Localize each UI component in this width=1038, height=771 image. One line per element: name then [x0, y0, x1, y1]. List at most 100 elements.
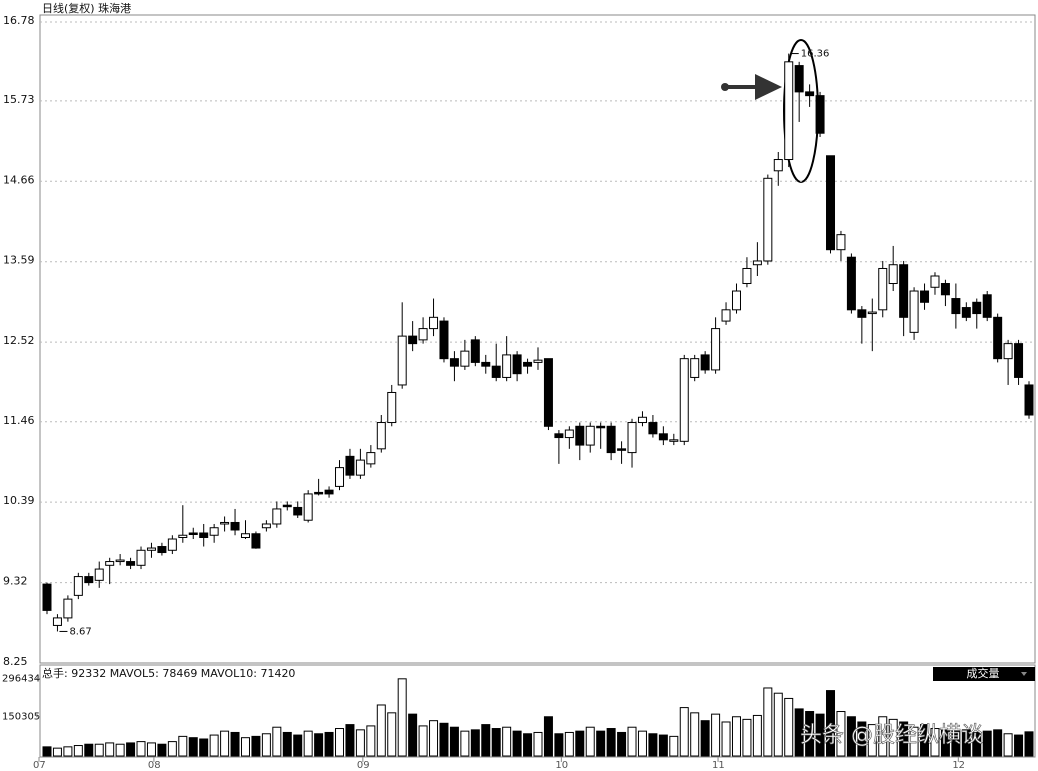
- x-tick-label: 07: [33, 760, 46, 771]
- volume-bar: [167, 741, 177, 757]
- candle-body: [940, 283, 950, 296]
- volume-bar: [575, 730, 585, 757]
- candle-body: [658, 433, 668, 441]
- volume-bar: [679, 707, 689, 757]
- candle-body: [199, 532, 209, 539]
- volume-bar: [136, 741, 146, 757]
- x-tick-label: 10: [555, 760, 568, 771]
- candle-body: [251, 533, 261, 549]
- volume-bar: [220, 730, 230, 757]
- volume-bar: [648, 733, 658, 757]
- candle-body: [178, 534, 188, 539]
- candle-body: [146, 547, 156, 551]
- candle-body: [690, 358, 700, 378]
- volume-bar: [42, 746, 52, 757]
- y-tick-label: 8.25: [3, 655, 28, 668]
- volume-bar: [784, 697, 794, 757]
- candle-body: [1024, 384, 1034, 416]
- y-tick-label: 15.73: [3, 93, 35, 106]
- candle-body: [366, 452, 376, 465]
- volume-bar: [627, 726, 637, 757]
- volume-bar: [199, 738, 209, 757]
- volume-bar: [972, 731, 982, 757]
- low-label: 8.67: [69, 626, 91, 637]
- volume-bar: [637, 730, 647, 757]
- volume-bar: [335, 728, 345, 757]
- candle-body: [637, 416, 647, 424]
- volume-bar: [731, 716, 741, 757]
- candle-body: [930, 275, 940, 288]
- volume-bar: [523, 733, 533, 757]
- volume-panel: [39, 664, 1036, 758]
- volume-bar: [669, 735, 679, 757]
- candle-body: [773, 159, 783, 172]
- volume-bar: [146, 742, 156, 757]
- high-label: 16.36: [801, 49, 830, 60]
- candle-body: [867, 311, 877, 315]
- volume-bar: [261, 733, 271, 757]
- volume-bar: [711, 713, 721, 757]
- volume-label[interactable]: 成交量: [967, 666, 1000, 680]
- x-tick-label: 08: [148, 760, 161, 771]
- volume-bar: [73, 745, 83, 757]
- candle-body: [909, 290, 919, 333]
- candle-body: [972, 301, 982, 315]
- candle-body: [752, 260, 762, 266]
- candle-body: [846, 256, 856, 311]
- volume-bar: [282, 731, 292, 757]
- volume-bar: [52, 747, 62, 757]
- y-tick-label: 11.46: [3, 414, 35, 427]
- candle-body: [857, 309, 867, 318]
- volume-bar: [857, 721, 867, 757]
- candle-body: [523, 361, 533, 367]
- volume-bar: [272, 726, 282, 757]
- volume-bar: [982, 730, 992, 757]
- volume-bar: [240, 737, 250, 757]
- candle-body: [554, 433, 564, 439]
- volume-bar: [606, 728, 616, 757]
- volume-bar: [815, 713, 825, 757]
- candle-body: [157, 546, 167, 554]
- volume-bar: [742, 718, 752, 757]
- candle-body: [240, 533, 250, 539]
- candle-body: [794, 65, 804, 93]
- candle-body: [585, 425, 595, 446]
- y-tick-label: 9.32: [3, 575, 28, 588]
- volume-bar: [533, 731, 543, 757]
- candle-body: [282, 504, 292, 508]
- volume-bar: [63, 746, 73, 757]
- candle-body: [982, 294, 992, 318]
- volume-bar: [700, 720, 710, 757]
- x-tick-label: 09: [357, 760, 370, 771]
- volume-button[interactable]: [933, 667, 1035, 681]
- volume-bar: [658, 734, 668, 757]
- volume-bar: [439, 722, 449, 757]
- x-tick-label: 11: [712, 760, 725, 771]
- candle-body: [324, 489, 334, 495]
- candle-body: [993, 316, 1003, 360]
- volume-bar: [554, 733, 564, 757]
- volume-bar: [1014, 734, 1024, 757]
- candle-body: [731, 290, 741, 311]
- candle-body: [314, 491, 324, 495]
- volume-bar: [1024, 731, 1034, 757]
- candle-body: [355, 459, 365, 476]
- candle-body: [481, 361, 491, 367]
- dropdown-arrow[interactable]: [1021, 672, 1027, 676]
- volume-bar: [366, 725, 376, 757]
- candle-body: [721, 309, 731, 322]
- candle-body: [502, 354, 512, 378]
- volume-bar: [470, 729, 480, 757]
- candle-body: [429, 316, 439, 330]
- volume-bar: [909, 726, 919, 757]
- volume-bar: [429, 720, 439, 757]
- candle-body: [293, 506, 303, 516]
- candle-body: [220, 521, 230, 525]
- candle-body: [920, 290, 930, 303]
- volume-bar: [94, 743, 104, 757]
- volume-bar: [867, 724, 877, 757]
- volume-bar: [460, 730, 470, 757]
- candle-body: [397, 335, 407, 386]
- volume-bar: [899, 721, 909, 757]
